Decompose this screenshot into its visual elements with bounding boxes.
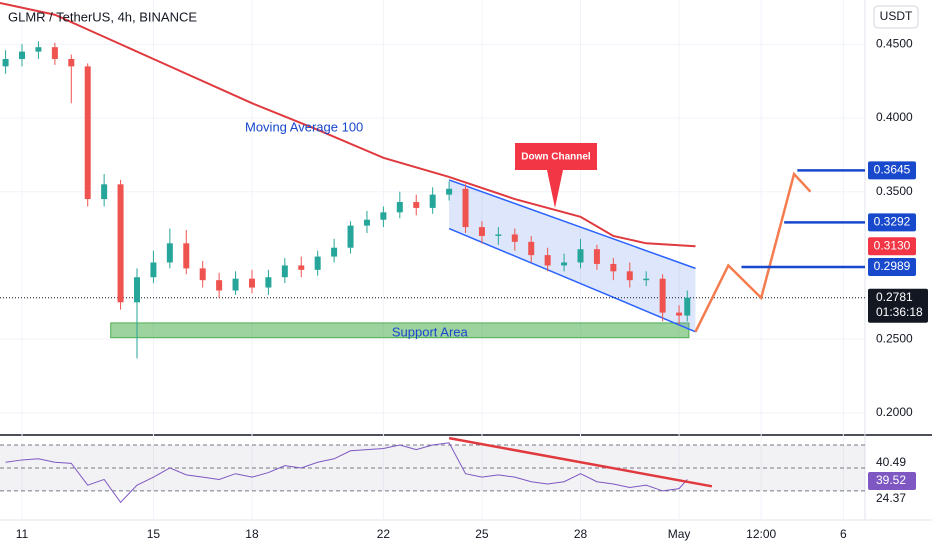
chart-title: GLMR / TetherUS, 4h, BINANCE — [8, 9, 197, 24]
current-price-label: 0.2781 — [876, 290, 913, 304]
candle-body — [199, 268, 206, 281]
target-box — [868, 258, 916, 277]
candle-body — [528, 241, 535, 256]
x-tick-label: 15 — [147, 527, 161, 541]
ma-price-box — [868, 237, 916, 256]
x-tick-label: 18 — [245, 527, 259, 541]
candle-body — [478, 227, 485, 236]
candle-body — [298, 265, 305, 270]
candle-body — [281, 265, 288, 278]
candle-body — [84, 66, 91, 200]
candle-body — [610, 263, 617, 272]
candle-body — [380, 212, 387, 220]
candle-body — [51, 47, 58, 59]
x-tick-label: 12:00 — [746, 527, 776, 541]
rsi-axis-label: 24.37 — [876, 491, 906, 505]
candle-body — [314, 256, 321, 270]
y-tick-label: 0.2000 — [876, 405, 913, 419]
channel-line — [448, 227, 696, 333]
rsi-band — [0, 445, 865, 491]
callout — [515, 143, 597, 208]
x-tick-label: 25 — [475, 527, 489, 541]
candle-body — [117, 184, 124, 303]
target-label: 0.3645 — [874, 162, 911, 176]
candle-body — [643, 278, 650, 281]
rsi-trendline — [448, 436, 713, 488]
candle-body — [462, 188, 469, 228]
current-price-box — [868, 288, 928, 323]
x-tick-label: 28 — [574, 527, 588, 541]
rsi-axis-label: 39.52 — [876, 473, 906, 487]
rsi-value-box — [868, 472, 916, 490]
y-tick-label: 0.3500 — [876, 184, 913, 198]
candle-body — [166, 243, 173, 263]
y-tick-label: 0.4500 — [876, 36, 913, 50]
rsi-axis-label: 40.49 — [876, 455, 906, 469]
candle-body — [248, 278, 255, 288]
x-tick-label: 22 — [377, 527, 391, 541]
channel-line — [448, 179, 696, 270]
candle-body — [133, 277, 140, 303]
candle-body — [396, 202, 403, 213]
currency-box[interactable] — [873, 5, 919, 29]
candle-body — [684, 297, 691, 316]
x-tick-label: May — [668, 527, 691, 541]
target-box — [868, 213, 916, 232]
ma-label: Moving Average 100 — [245, 119, 363, 134]
candle-body — [216, 280, 223, 291]
candle-body — [265, 277, 272, 288]
callout-label: Down Channel — [521, 152, 591, 163]
currency[interactable]: USDT — [880, 9, 913, 23]
candle-body — [593, 249, 600, 264]
candle-body — [626, 271, 633, 281]
candle-body — [511, 234, 518, 242]
candle-body — [413, 202, 420, 208]
candle-body — [544, 255, 551, 266]
y-tick-label: 0.4000 — [876, 110, 913, 124]
target-label: 0.2989 — [874, 259, 911, 273]
candle-body — [577, 249, 584, 263]
support-area — [110, 322, 690, 339]
candle-body — [659, 278, 666, 313]
candle-body — [429, 194, 436, 208]
candle-body — [495, 234, 502, 236]
moving-average — [0, 1, 696, 248]
candle-body — [101, 184, 108, 200]
target-box — [868, 161, 916, 180]
candle-body — [331, 247, 338, 257]
y-tick-label: 0.2500 — [876, 331, 913, 345]
candle-body — [150, 262, 157, 278]
candle-body — [561, 262, 568, 266]
candle-body — [232, 278, 239, 291]
candle-body — [446, 188, 453, 195]
candle-body — [68, 58, 75, 67]
candle-body — [183, 243, 190, 269]
countdown: 01:36:18 — [876, 305, 923, 319]
candle-body — [19, 51, 26, 59]
candle-body — [363, 219, 370, 226]
target-label: 0.3292 — [874, 215, 911, 229]
candle-body — [676, 312, 683, 316]
rsi-line — [5, 442, 688, 504]
ma-price-label: 0.3130 — [874, 238, 911, 252]
projection-path — [694, 171, 812, 333]
candle-body — [2, 58, 9, 67]
support-label: Support Area — [392, 325, 469, 340]
x-tick-label: 11 — [16, 527, 29, 541]
channel-fill — [449, 179, 696, 332]
candle-body — [347, 225, 354, 248]
x-tick-label: 6 — [840, 527, 847, 541]
candle-body — [35, 47, 42, 52]
